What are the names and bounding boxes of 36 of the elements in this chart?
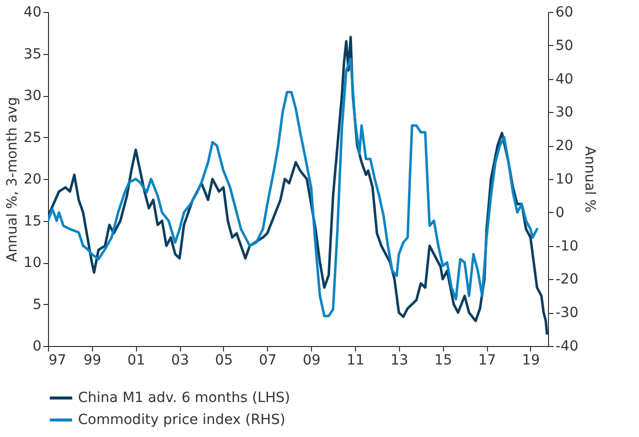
y2-tick-label: -30 [556,305,578,322]
x-tick-label: 11 [346,352,364,368]
x-tick-label: 97 [48,352,66,368]
x-tick-label: 09 [302,352,321,368]
y-axis-title: Annual %, 3-month avg [4,97,21,262]
legend-label: China M1 adv. 6 months (LHS) [78,390,290,406]
legend-label: Commodity price index (RHS) [78,412,286,428]
y2-tick-label: 30 [556,104,574,121]
y2-tick-label: -20 [556,272,578,288]
y-tick-label: 15 [24,213,42,230]
y2-tick-label: 20 [556,138,574,154]
x-tick-label: 13 [390,352,408,368]
y-tick-label: 25 [24,130,42,146]
y2-tick-label: 0 [556,204,564,221]
y-tick-label: 5 [32,296,42,313]
y2-tick-label: 60 [556,4,574,20]
y2-tick-label: 50 [556,38,574,54]
y2-tick-label: 10 [556,172,574,188]
x-tick-label: 03 [171,352,189,368]
x-tick-label: 05 [215,352,233,368]
x-tick-label: 99 [83,352,102,368]
y2-axis-title: Annual % [581,146,598,213]
x-tick-label: 01 [127,352,146,368]
y-tick-label: 0 [32,338,42,354]
x-tick-label: 15 [434,352,452,368]
x-tick-label: 17 [478,352,496,368]
y2-tick-label: -10 [556,238,578,254]
y-tick-label: 35 [24,46,42,62]
y2-tick-label: 40 [556,71,574,88]
y-tick-label: 30 [24,88,42,104]
y-tick-label: 20 [24,172,42,188]
y-tick-label: 10 [24,255,42,271]
x-tick-label: 19 [522,352,540,368]
x-tick-label: 07 [258,352,277,368]
y-tick-label: 40 [24,4,42,20]
y2-tick-label: -40 [556,338,578,354]
